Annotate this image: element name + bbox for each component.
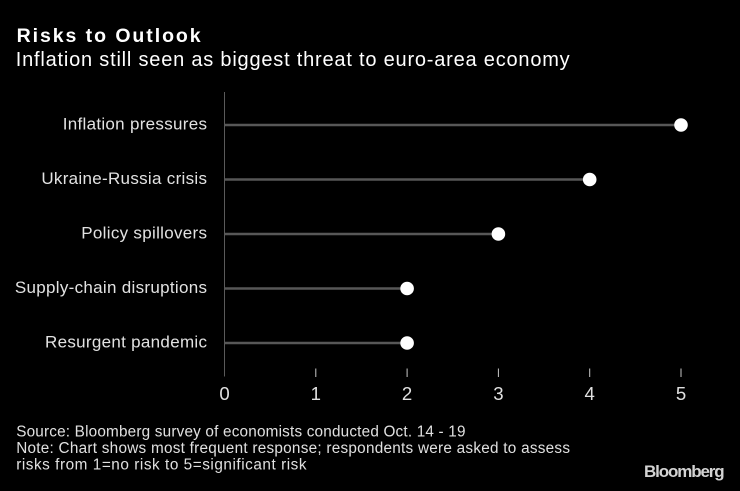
svg-text:Bloomberg: Bloomberg: [644, 462, 724, 481]
svg-text:Resurgent pandemic: Resurgent pandemic: [45, 332, 207, 351]
svg-text:Inflation pressures: Inflation pressures: [63, 114, 208, 133]
svg-text:2: 2: [402, 383, 412, 404]
svg-text:1: 1: [311, 383, 321, 404]
svg-text:Note: Chart shows most frequen: Note: Chart shows most frequent response…: [16, 440, 570, 457]
svg-text:Source: Bloomberg survey of ec: Source: Bloomberg survey of economists c…: [16, 424, 465, 441]
svg-text:5: 5: [676, 383, 686, 404]
svg-text:4: 4: [585, 383, 595, 404]
svg-text:risks from 1=no risk to 5=sign: risks from 1=no risk to 5=significant ri…: [16, 457, 307, 474]
svg-text:Policy spillovers: Policy spillovers: [81, 223, 207, 242]
svg-text:Supply-chain disruptions: Supply-chain disruptions: [15, 278, 207, 297]
svg-text:0: 0: [219, 383, 229, 404]
svg-text:3: 3: [493, 383, 503, 404]
svg-text:Inflation still seen as bigges: Inflation still seen as biggest threat t…: [16, 49, 571, 71]
svg-text:Ukraine-Russia crisis: Ukraine-Russia crisis: [41, 169, 207, 188]
svg-text:Risks to Outlook: Risks to Outlook: [17, 25, 203, 47]
